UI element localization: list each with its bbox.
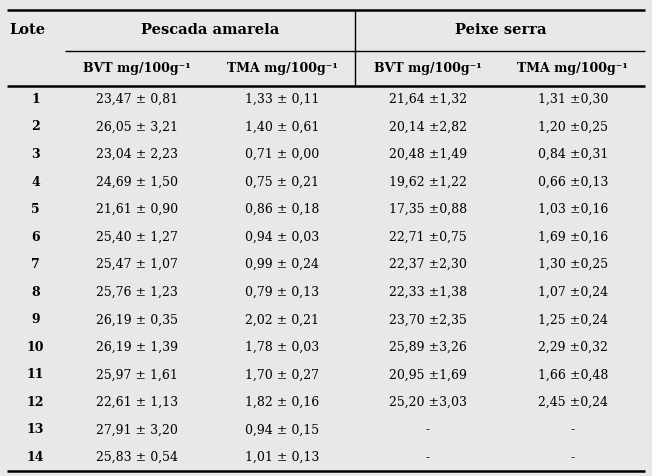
Text: 0,99 ± 0,24: 0,99 ± 0,24 [245,258,319,271]
Text: 11: 11 [27,368,44,381]
Text: 4: 4 [31,176,40,188]
Text: 17,35 ±0,88: 17,35 ±0,88 [389,203,467,216]
Text: 23,70 ±2,35: 23,70 ±2,35 [389,313,467,326]
Text: 27,91 ± 3,20: 27,91 ± 3,20 [96,424,178,436]
Text: 26,05 ± 3,21: 26,05 ± 3,21 [96,120,178,133]
Text: 22,37 ±2,30: 22,37 ±2,30 [389,258,467,271]
Text: 22,71 ±0,75: 22,71 ±0,75 [389,231,467,244]
Text: 21,61 ± 0,90: 21,61 ± 0,90 [96,203,178,216]
Text: 2,45 ±0,24: 2,45 ±0,24 [538,396,608,409]
Text: 2,02 ± 0,21: 2,02 ± 0,21 [245,313,319,326]
Text: 1,33 ± 0,11: 1,33 ± 0,11 [245,93,319,106]
Text: 12: 12 [27,396,44,409]
Text: 20,95 ±1,69: 20,95 ±1,69 [389,368,467,381]
Text: 25,47 ± 1,07: 25,47 ± 1,07 [96,258,178,271]
Text: 1: 1 [31,93,40,106]
Text: 0,75 ± 0,21: 0,75 ± 0,21 [245,176,319,188]
Text: 1,40 ± 0,61: 1,40 ± 0,61 [245,120,319,133]
Text: 1,25 ±0,24: 1,25 ±0,24 [538,313,608,326]
Text: BVT mg/100g⁻¹: BVT mg/100g⁻¹ [374,62,482,75]
Text: TMA mg/100g⁻¹: TMA mg/100g⁻¹ [227,62,338,75]
Text: 20,14 ±2,82: 20,14 ±2,82 [389,120,467,133]
Text: 9: 9 [31,313,40,326]
Text: 10: 10 [27,341,44,354]
Text: 25,89 ±3,26: 25,89 ±3,26 [389,341,467,354]
Text: 0,94 ± 0,03: 0,94 ± 0,03 [245,231,319,244]
Text: 25,97 ± 1,61: 25,97 ± 1,61 [96,368,178,381]
Text: BVT mg/100g⁻¹: BVT mg/100g⁻¹ [83,62,191,75]
Text: 1,30 ±0,25: 1,30 ±0,25 [538,258,608,271]
Text: 13: 13 [27,424,44,436]
Text: 1,20 ±0,25: 1,20 ±0,25 [538,120,608,133]
Text: 14: 14 [27,451,44,464]
Text: 1,03 ±0,16: 1,03 ±0,16 [538,203,608,216]
Text: Lote: Lote [10,23,46,38]
Text: 1,69 ±0,16: 1,69 ±0,16 [538,231,608,244]
Text: 26,19 ± 1,39: 26,19 ± 1,39 [96,341,178,354]
Text: 1,82 ± 0,16: 1,82 ± 0,16 [245,396,319,409]
Text: 5: 5 [31,203,40,216]
Text: 2: 2 [31,120,40,133]
Text: 26,19 ± 0,35: 26,19 ± 0,35 [96,313,178,326]
Text: 21,64 ±1,32: 21,64 ±1,32 [389,93,467,106]
Text: 3: 3 [31,148,40,161]
Text: 0,94 ± 0,15: 0,94 ± 0,15 [245,424,319,436]
Text: 1,78 ± 0,03: 1,78 ± 0,03 [245,341,319,354]
Text: 23,47 ± 0,81: 23,47 ± 0,81 [96,93,178,106]
Text: 25,83 ± 0,54: 25,83 ± 0,54 [96,451,178,464]
Text: 8: 8 [31,286,40,299]
Text: -: - [426,424,430,436]
Text: -: - [570,424,575,436]
Text: 1,01 ± 0,13: 1,01 ± 0,13 [245,451,319,464]
Text: 20,48 ±1,49: 20,48 ±1,49 [389,148,467,161]
Text: Peixe serra: Peixe serra [454,23,546,38]
Text: 25,76 ± 1,23: 25,76 ± 1,23 [96,286,178,299]
Text: 0,86 ± 0,18: 0,86 ± 0,18 [245,203,319,216]
Text: 1,70 ± 0,27: 1,70 ± 0,27 [245,368,319,381]
Text: 0,84 ±0,31: 0,84 ±0,31 [538,148,608,161]
Text: 7: 7 [31,258,40,271]
Text: -: - [426,451,430,464]
Text: 22,33 ±1,38: 22,33 ±1,38 [389,286,467,299]
Text: 24,69 ± 1,50: 24,69 ± 1,50 [96,176,178,188]
Text: TMA mg/100g⁻¹: TMA mg/100g⁻¹ [518,62,629,75]
Text: 0,66 ±0,13: 0,66 ±0,13 [538,176,608,188]
Text: 22,61 ± 1,13: 22,61 ± 1,13 [96,396,178,409]
Text: Pescada amarela: Pescada amarela [141,23,279,38]
Text: 25,40 ± 1,27: 25,40 ± 1,27 [96,231,178,244]
Text: 1,07 ±0,24: 1,07 ±0,24 [538,286,608,299]
Text: 1,31 ±0,30: 1,31 ±0,30 [538,93,608,106]
Text: 0,71 ± 0,00: 0,71 ± 0,00 [245,148,319,161]
Text: 1,66 ±0,48: 1,66 ±0,48 [538,368,608,381]
Text: 6: 6 [31,231,40,244]
Text: 25,20 ±3,03: 25,20 ±3,03 [389,396,467,409]
Text: 2,29 ±0,32: 2,29 ±0,32 [538,341,608,354]
Text: 19,62 ±1,22: 19,62 ±1,22 [389,176,467,188]
Text: -: - [570,451,575,464]
Text: 0,79 ± 0,13: 0,79 ± 0,13 [245,286,319,299]
Text: 23,04 ± 2,23: 23,04 ± 2,23 [96,148,178,161]
